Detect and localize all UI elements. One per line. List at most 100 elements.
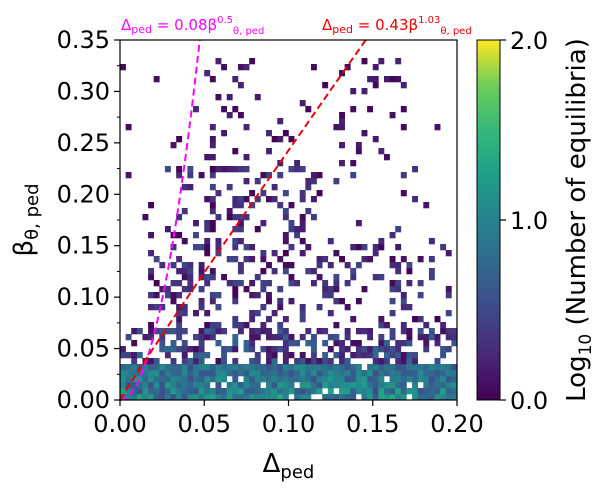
heatmap-bin: [395, 280, 402, 287]
heatmap-bin: [378, 322, 385, 329]
heatmap-bin: [310, 178, 317, 185]
heatmap-bin: [417, 256, 424, 263]
heatmap-bin: [299, 190, 306, 197]
heatmap-bin: [221, 166, 228, 173]
heatmap-bin: [383, 352, 390, 359]
heatmap-bin: [187, 166, 194, 173]
heatmap-bin: [120, 352, 126, 359]
heatmap-bin: [339, 124, 345, 131]
heatmap-bin: [131, 352, 138, 359]
heatmap-bin: [148, 328, 154, 335]
heatmap-bin: [400, 328, 407, 335]
heatmap-bin: [232, 280, 239, 287]
heatmap-bin: [423, 346, 430, 353]
heatmap-bin: [361, 58, 368, 65]
heatmap-bin: [260, 286, 267, 293]
heatmap-bin: [181, 286, 188, 293]
heatmap-bin: [187, 376, 194, 383]
heatmap-bin: [209, 364, 216, 371]
heatmap-bin: [445, 376, 452, 383]
heatmap-bin: [423, 340, 430, 347]
heatmap-bin: [237, 202, 244, 209]
heatmap-bin: [249, 244, 256, 251]
heatmap-bin: [237, 394, 244, 401]
y-tick-label: 0.30: [57, 77, 110, 105]
heatmap-bin: [159, 370, 166, 377]
heatmap-bin: [282, 346, 289, 353]
heatmap-bin: [367, 394, 374, 401]
heatmap-bin: [198, 298, 205, 305]
heatmap-bin: [193, 352, 199, 359]
heatmap-bin: [367, 364, 374, 371]
heatmap-bin: [232, 364, 239, 371]
heatmap-bin: [322, 358, 329, 365]
heatmap-bin: [170, 244, 177, 251]
heatmap-bin: [344, 382, 351, 389]
heatmap-bin: [243, 178, 250, 185]
heatmap-bin: [389, 334, 396, 341]
heatmap-bin: [305, 388, 312, 395]
heatmap-bin: [417, 370, 424, 377]
heatmap-bin: [339, 256, 345, 263]
heatmap-bin: [198, 394, 205, 401]
heatmap-bin: [209, 328, 216, 335]
heatmap-bin: [260, 220, 267, 227]
fit-label-red: Δped = 0.43β1.03θ, ped: [322, 15, 472, 37]
heatmap-bin: [395, 376, 402, 383]
heatmap-bin: [316, 256, 323, 263]
heatmap-bin: [170, 262, 177, 269]
heatmap-bin: [288, 334, 295, 341]
heatmap-bin: [237, 262, 244, 269]
heatmap-bin: [215, 292, 222, 299]
heatmap-bin: [383, 388, 390, 395]
heatmap-bin: [378, 148, 385, 155]
heatmap-bin: [310, 388, 317, 395]
heatmap-bin: [355, 364, 362, 371]
heatmap-bin: [383, 340, 390, 347]
heatmap-bin: [428, 268, 435, 275]
heatmap-bin: [243, 244, 250, 251]
heatmap-bin: [142, 370, 149, 377]
heatmap-bin: [417, 364, 424, 371]
heatmap-bin: [148, 388, 154, 395]
heatmap-bin: [198, 334, 205, 341]
heatmap-bin: [243, 394, 250, 401]
heatmap-bin: [339, 118, 345, 125]
heatmap-bin: [266, 196, 272, 203]
heatmap-bin: [254, 352, 261, 359]
heatmap-bin: [226, 112, 233, 119]
heatmap-bin: [288, 220, 295, 227]
heatmap-bin: [310, 280, 317, 287]
heatmap-bin: [316, 172, 323, 179]
heatmap-bin: [277, 172, 284, 179]
colorbar-ticks: 0.0 1.0 2.0: [500, 27, 548, 415]
heatmap-bin: [277, 328, 284, 335]
heatmap-bin: [153, 382, 160, 389]
heatmap-bin: [327, 334, 334, 341]
heatmap-bin: [226, 364, 233, 371]
heatmap-bin: [232, 346, 239, 353]
heatmap-bin: [339, 358, 345, 365]
heatmap-bin: [142, 388, 149, 395]
heatmap-bin: [209, 124, 216, 131]
heatmap-bin: [131, 340, 138, 347]
heatmap-bin: [445, 250, 452, 257]
heatmap-bin: [372, 82, 379, 89]
heatmap-bin: [232, 256, 239, 263]
heatmap-bin: [232, 214, 239, 221]
heatmap-bin: [378, 244, 385, 251]
heatmap-bin: [389, 370, 396, 377]
heatmap-bin: [355, 220, 362, 227]
heatmap-bin: [378, 376, 385, 383]
heatmap-bin: [327, 286, 334, 293]
heatmap-bin: [271, 358, 278, 365]
heatmap-bin: [237, 238, 244, 245]
heatmap-bin: [249, 202, 256, 209]
heatmap-bin: [406, 376, 413, 383]
heatmap-bin: [361, 130, 368, 137]
fit-line-magenta: [119, 39, 201, 401]
heatmap-bin: [389, 364, 396, 371]
heatmap-bin: [131, 328, 138, 335]
heatmap-bin: [209, 268, 216, 275]
heatmap-bin: [181, 238, 188, 245]
